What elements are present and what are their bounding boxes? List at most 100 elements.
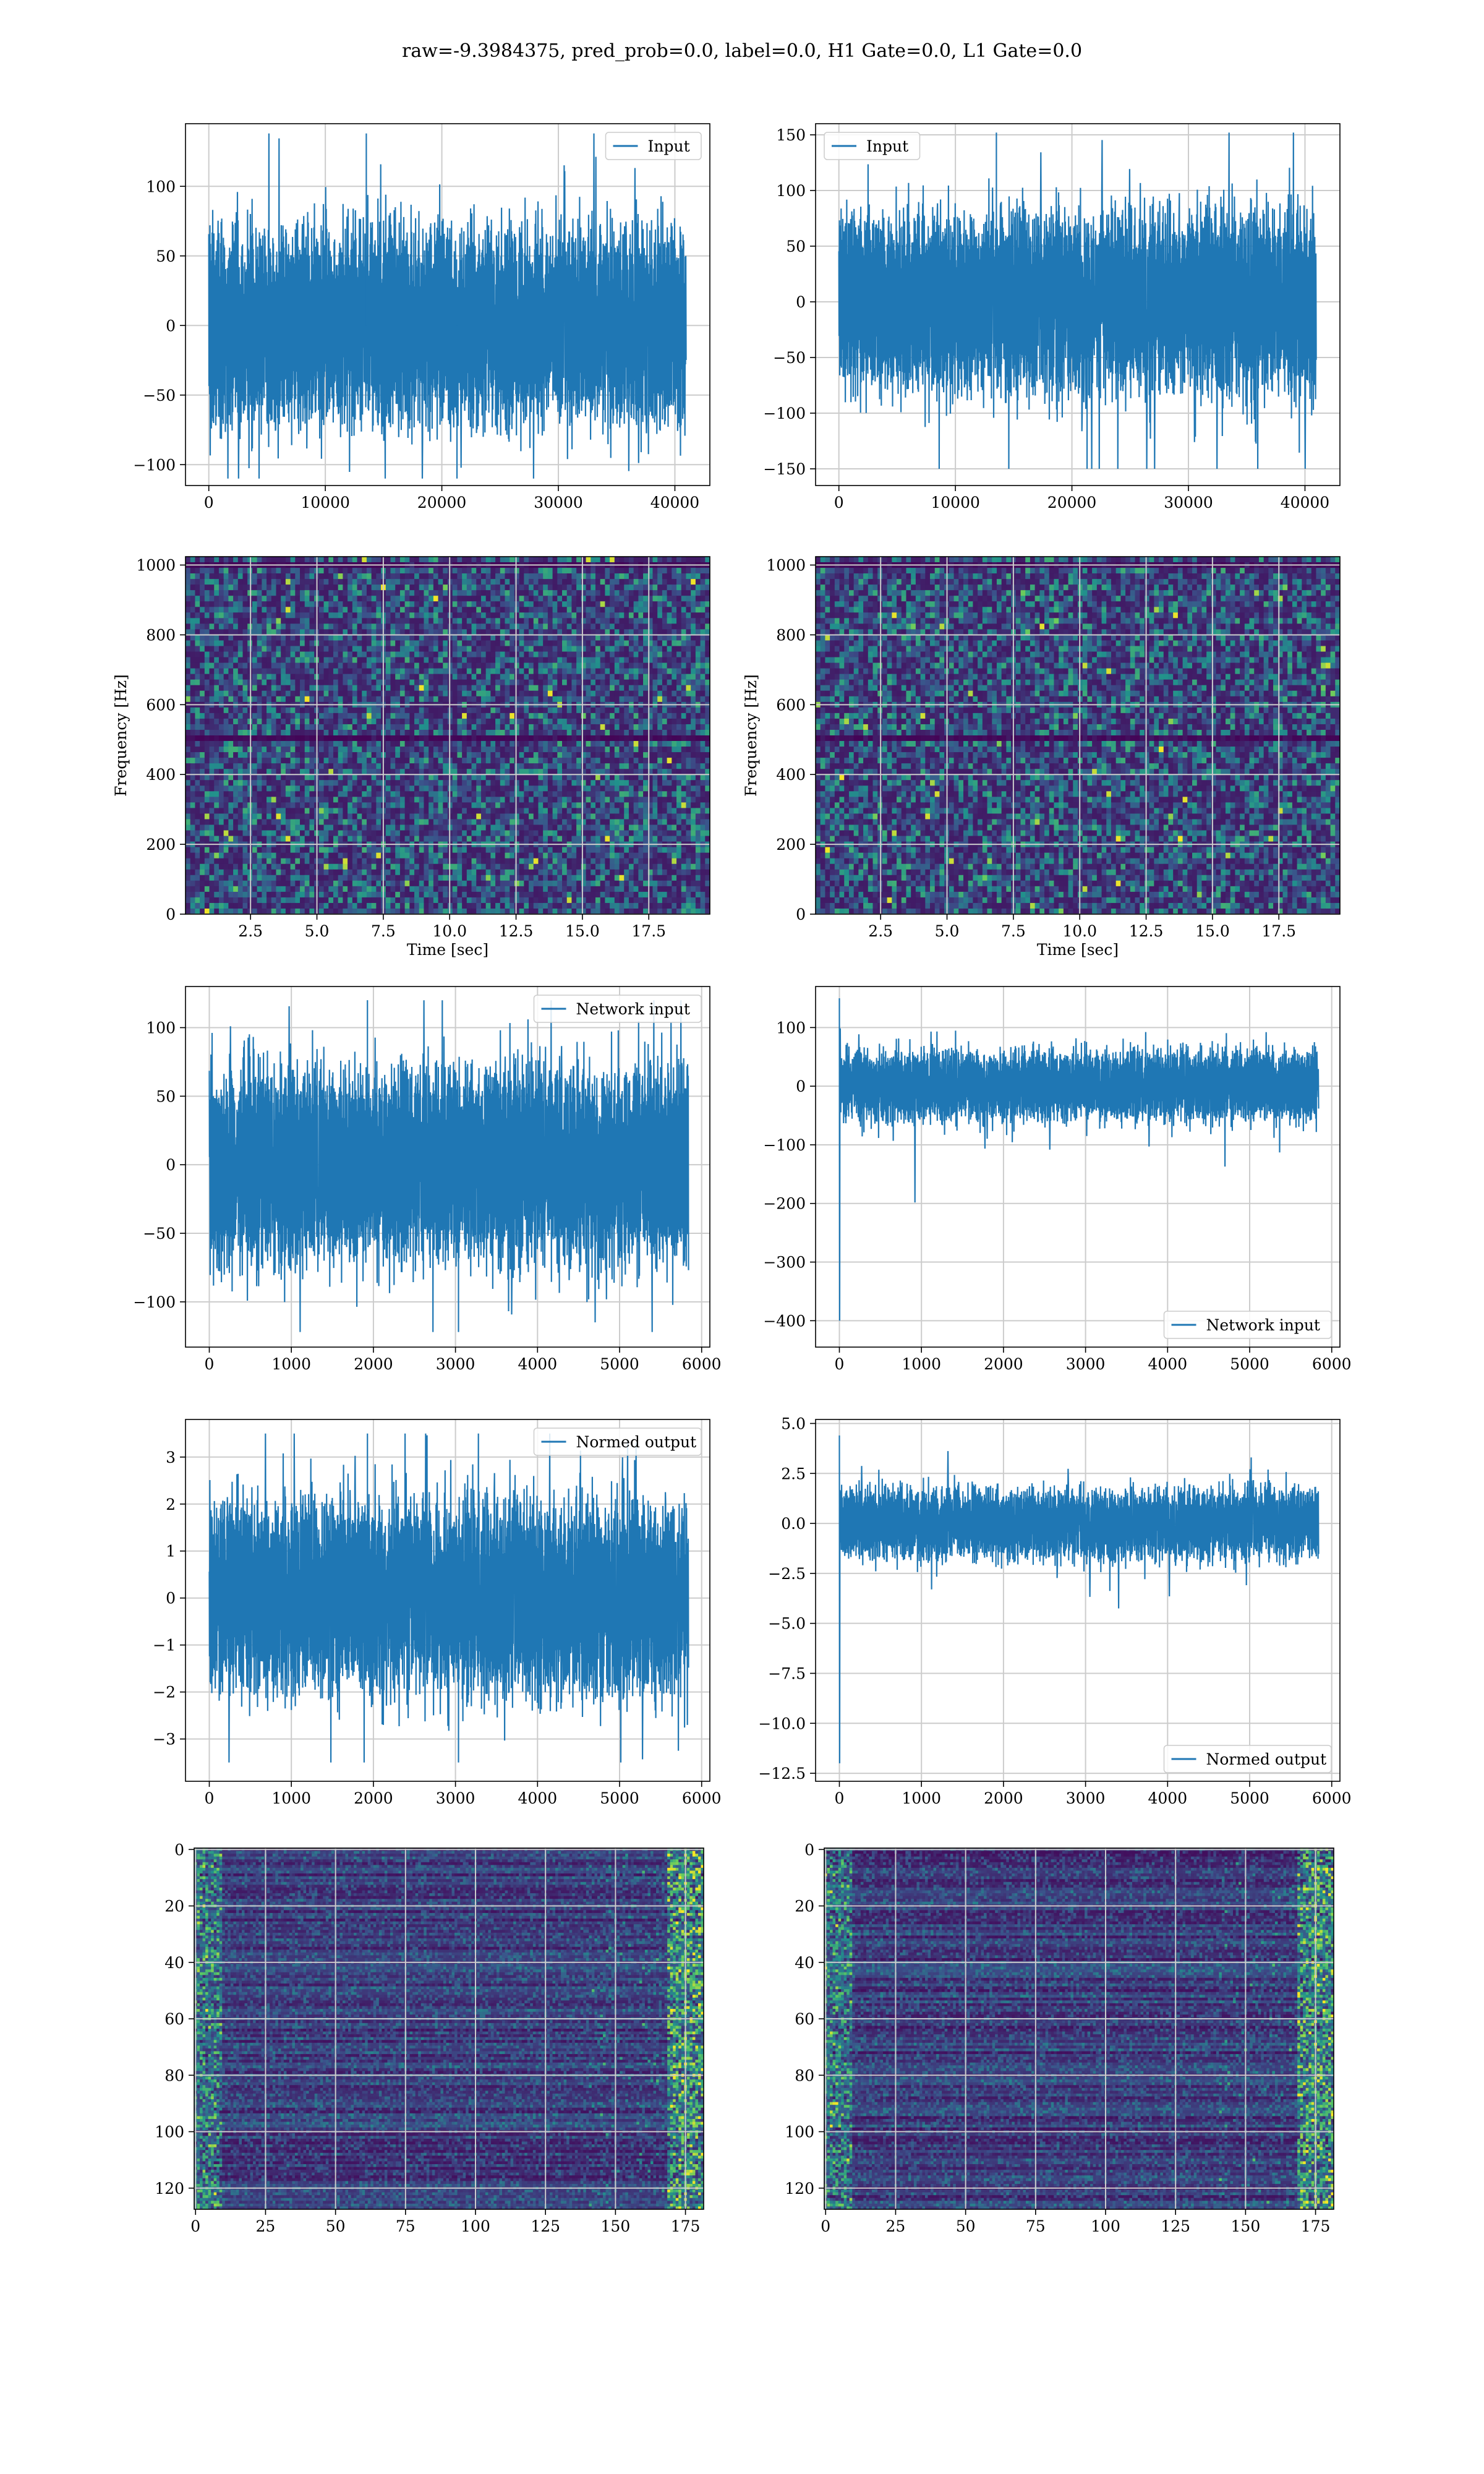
- heatmap-cell: [395, 663, 400, 669]
- heatmap-cell: [390, 674, 395, 680]
- heatmap-cell: [357, 557, 362, 563]
- heatmap-cell: [324, 708, 329, 714]
- heatmap-cell: [257, 802, 262, 808]
- heatmap-cell: [667, 674, 672, 680]
- heatmap-cell: [529, 797, 534, 803]
- heatmap-cell: [620, 579, 625, 585]
- heatmap-cell: [228, 791, 233, 797]
- heatmap-cell: [257, 713, 262, 719]
- heatmap-cell: [424, 696, 429, 703]
- heatmap-cell: [662, 797, 667, 803]
- heatmap-cell: [219, 590, 224, 596]
- heatmap-cell: [190, 752, 195, 758]
- heatmap-cell: [395, 640, 400, 646]
- heatmap-cell: [271, 579, 276, 585]
- heatmap-cell: [620, 573, 625, 580]
- heatmap-cell: [467, 791, 472, 797]
- heatmap-cell: [267, 590, 271, 596]
- heatmap-cell: [595, 635, 600, 641]
- heatmap-cell: [681, 663, 686, 669]
- heatmap-cell: [376, 573, 381, 580]
- heatmap-cell: [657, 568, 662, 574]
- heatmap-cell: [595, 680, 600, 686]
- heatmap-cell: [495, 719, 500, 725]
- heatmap-cell: [510, 612, 514, 618]
- heatmap-cell: [352, 763, 357, 769]
- heatmap-cell: [338, 785, 343, 792]
- heatmap-cell: [548, 791, 553, 797]
- heatmap-cell: [271, 646, 276, 653]
- heatmap-cell: [376, 607, 381, 613]
- heatmap-cell: [252, 669, 257, 675]
- heatmap-cell: [514, 652, 519, 658]
- heatmap-cell: [276, 657, 281, 664]
- heatmap-cell: [276, 691, 281, 697]
- heatmap-cell: [443, 674, 448, 680]
- heatmap-cell: [214, 646, 219, 653]
- heatmap-cell: [624, 657, 629, 664]
- heatmap-cell: [195, 691, 200, 697]
- heatmap-cell: [672, 713, 676, 719]
- heatmap-cell: [476, 623, 481, 630]
- heatmap-cell: [629, 752, 634, 758]
- heatmap-cell: [595, 685, 600, 691]
- heatmap-cell: [243, 685, 248, 691]
- heatmap-cell: [691, 618, 696, 624]
- heatmap-cell: [643, 623, 648, 630]
- heatmap-cell: [343, 674, 348, 680]
- heatmap-cell: [672, 607, 676, 613]
- heatmap-cell: [562, 635, 567, 641]
- heatmap-cell: [210, 741, 215, 747]
- heatmap-cell: [338, 568, 343, 574]
- heatmap-cell: [467, 669, 472, 675]
- heatmap-cell: [591, 735, 595, 742]
- heatmap-cell: [548, 652, 553, 658]
- heatmap-cell: [462, 635, 467, 641]
- heatmap-cell: [652, 763, 657, 769]
- heatmap-cell: [524, 730, 529, 736]
- heatmap-cell: [486, 590, 491, 596]
- heatmap-cell: [305, 669, 310, 675]
- heatmap-cell: [271, 640, 276, 646]
- heatmap-cell: [300, 802, 305, 808]
- heatmap-cell: [476, 652, 481, 658]
- heatmap-cell: [443, 797, 448, 803]
- heatmap-cell: [386, 758, 391, 764]
- heatmap-cell: [291, 763, 296, 769]
- heatmap-cell: [629, 568, 634, 574]
- heatmap-cell: [419, 785, 424, 792]
- heatmap-cell: [362, 674, 367, 680]
- heatmap-cell: [186, 618, 190, 624]
- heatmap-cell: [514, 618, 519, 624]
- heatmap-cell: [624, 584, 629, 591]
- heatmap-cell: [571, 785, 576, 792]
- heatmap-cell: [324, 674, 329, 680]
- heatmap-cell: [462, 747, 467, 753]
- heatmap-cell: [414, 652, 419, 658]
- heatmap-cell: [252, 557, 257, 563]
- heatmap-cell: [190, 623, 195, 630]
- heatmap-cell: [476, 747, 481, 753]
- heatmap-cell: [224, 741, 229, 747]
- heatmap-cell: [186, 568, 190, 574]
- heatmap-cell: [534, 612, 539, 618]
- heatmap-cell: [376, 635, 381, 641]
- heatmap-cell: [433, 573, 438, 580]
- heatmap-cell: [500, 747, 505, 753]
- heatmap-cell: [291, 573, 296, 580]
- heatmap-cell: [486, 713, 491, 719]
- heatmap-cell: [424, 557, 429, 563]
- heatmap-cell: [190, 791, 195, 797]
- heatmap-cell: [433, 797, 438, 803]
- heatmap-cell: [500, 730, 505, 736]
- heatmap-cell: [200, 758, 205, 764]
- heatmap-cell: [291, 579, 296, 585]
- heatmap-cell: [333, 785, 338, 792]
- heatmap-cell: [338, 791, 343, 797]
- heatmap-cell: [367, 735, 372, 742]
- heatmap-cell: [701, 680, 706, 686]
- heatmap-cell: [267, 785, 271, 792]
- heatmap-cell: [586, 584, 591, 591]
- heatmap-cell: [352, 691, 357, 697]
- heatmap-cell: [634, 618, 639, 624]
